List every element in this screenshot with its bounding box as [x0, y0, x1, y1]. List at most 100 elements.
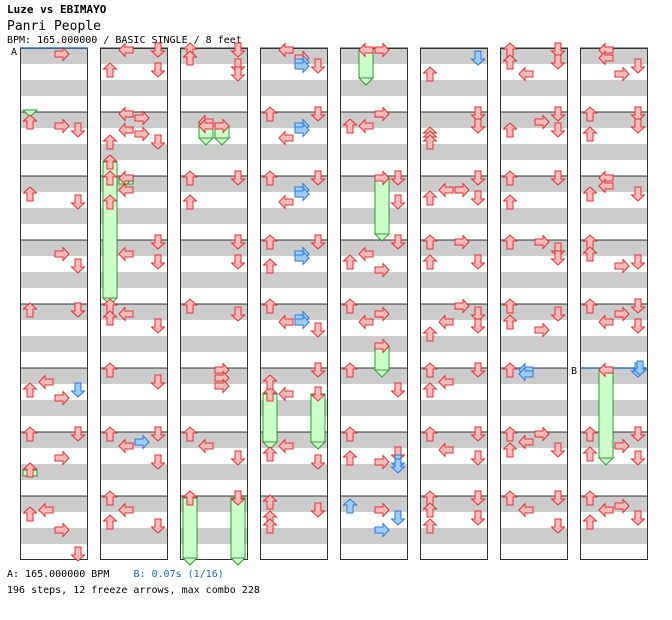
freeze-arrow-tail	[213, 137, 231, 146]
freeze-arrow-body	[598, 369, 614, 459]
beat-stripe	[420, 304, 488, 320]
beat-stripe	[260, 208, 328, 224]
shock-arrow	[342, 498, 358, 514]
beat-stripe	[340, 528, 408, 544]
freeze-arrow-tail	[373, 369, 391, 378]
chart-column-border	[180, 48, 248, 560]
beat-stripe	[180, 304, 248, 320]
beat-stripe	[340, 304, 408, 320]
footer-bpm-a: A: 165.000000 BPM	[7, 569, 110, 580]
step-arrow	[390, 194, 406, 210]
step-arrow	[118, 42, 134, 58]
beat-stripe	[100, 528, 168, 544]
step-arrow	[278, 130, 294, 146]
shock-arrow	[70, 382, 86, 398]
step-arrow	[374, 306, 390, 322]
step-arrow	[470, 318, 486, 334]
beat-stripe	[260, 112, 328, 128]
beat-stripe	[20, 304, 88, 320]
step-arrow	[438, 182, 454, 198]
beat-stripe	[100, 48, 168, 64]
step-arrow	[278, 314, 294, 330]
step-arrow	[38, 374, 54, 390]
step-arrow	[262, 170, 278, 186]
step-arrow	[262, 494, 278, 510]
chart-column-border	[420, 48, 488, 560]
step-arrow	[502, 122, 518, 138]
freeze-arrow-head	[310, 386, 326, 402]
step-arrow	[54, 246, 70, 262]
step-arrow	[118, 106, 134, 122]
beat-stripe	[180, 208, 248, 224]
step-arrow	[582, 446, 598, 462]
beat-stripe	[580, 176, 648, 192]
step-arrow	[342, 254, 358, 270]
step-arrow	[598, 502, 614, 518]
step-arrow	[550, 42, 566, 58]
step-arrow	[582, 298, 598, 314]
beat-stripe	[260, 176, 328, 192]
step-arrow	[630, 510, 646, 526]
step-arrow	[502, 314, 518, 330]
step-arrow	[422, 254, 438, 270]
beat-stripe	[500, 464, 568, 480]
step-arrow	[182, 298, 198, 314]
step-arrow	[230, 234, 246, 250]
beat-stripe	[500, 528, 568, 544]
step-arrow	[390, 170, 406, 186]
step-arrow	[118, 306, 134, 322]
step-arrow	[630, 298, 646, 314]
freeze-arrow-tail	[373, 233, 391, 242]
beat-stripe	[420, 208, 488, 224]
beat-stripe	[180, 112, 248, 128]
beat-stripe	[500, 48, 568, 64]
step-arrow	[614, 498, 630, 514]
beat-stripe	[500, 432, 568, 448]
step-arrow	[422, 518, 438, 534]
step-arrow	[150, 134, 166, 150]
shock-arrow	[294, 186, 310, 202]
beat-stripe	[20, 528, 88, 544]
step-arrow	[630, 318, 646, 334]
step-arrow	[518, 502, 534, 518]
chart-column-border	[580, 48, 648, 560]
beat-stripe	[420, 464, 488, 480]
chart-column-border	[340, 48, 408, 560]
step-arrow	[22, 506, 38, 522]
beat-stripe	[580, 336, 648, 352]
beat-stripe	[260, 304, 328, 320]
step-arrow	[470, 306, 486, 322]
freeze-arrow-head	[214, 118, 230, 134]
step-arrow	[54, 46, 70, 62]
beat-stripe	[340, 336, 408, 352]
freeze-arrow-body	[358, 49, 374, 79]
step-arrow	[390, 382, 406, 398]
step-arrow	[102, 194, 118, 210]
beat-stripe	[100, 112, 168, 128]
step-arrow	[150, 518, 166, 534]
step-arrow	[518, 434, 534, 450]
beat-stripe	[340, 208, 408, 224]
step-arrow	[422, 362, 438, 378]
step-arrow	[118, 122, 134, 138]
beat-stripe	[500, 112, 568, 128]
beat-stripe	[340, 176, 408, 192]
step-arrow	[70, 122, 86, 138]
step-arrow	[390, 234, 406, 250]
freeze-arrow-body	[182, 497, 198, 559]
step-arrow	[502, 54, 518, 70]
beat-stripe	[180, 368, 248, 384]
step-arrow	[342, 426, 358, 442]
step-arrow	[550, 54, 566, 70]
step-arrow	[150, 374, 166, 390]
step-arrow	[422, 326, 438, 342]
freeze-arrow-head	[358, 42, 374, 58]
beat-stripe	[100, 496, 168, 512]
step-arrow	[150, 426, 166, 442]
step-arrow	[550, 442, 566, 458]
step-arrow	[310, 362, 326, 378]
shock-arrow	[390, 458, 406, 474]
step-arrow	[454, 298, 470, 314]
step-arrow	[470, 490, 486, 506]
step-arrow	[630, 106, 646, 122]
